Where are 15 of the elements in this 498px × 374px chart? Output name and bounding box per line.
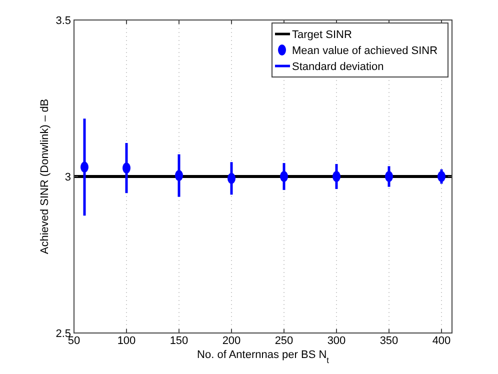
- y-tick-label: 3.5: [56, 15, 71, 27]
- annotation: Standard deviation: [292, 61, 384, 73]
- y-axis-title: Achieved SINR (Donwlink) – dB: [39, 98, 51, 254]
- x-tick-label: 200: [222, 335, 241, 347]
- x-tick-label: 50: [68, 335, 80, 347]
- x-tick-label: 250: [274, 335, 294, 347]
- y-tick-label: 3: [64, 172, 71, 184]
- x-tick-label: 400: [432, 335, 451, 347]
- legend-label: Target SINR: [292, 29, 352, 41]
- x-tick-label: 300: [327, 335, 346, 347]
- legend-label: Mean value of achieved SINR: [292, 45, 438, 57]
- x-tick-label: 150: [170, 335, 188, 347]
- x-tick-label: 350: [380, 335, 398, 347]
- x-tick-label: 100: [117, 335, 136, 347]
- x-axis-title: No. of Anternnas per BS N$_{t}$: [197, 349, 330, 364]
